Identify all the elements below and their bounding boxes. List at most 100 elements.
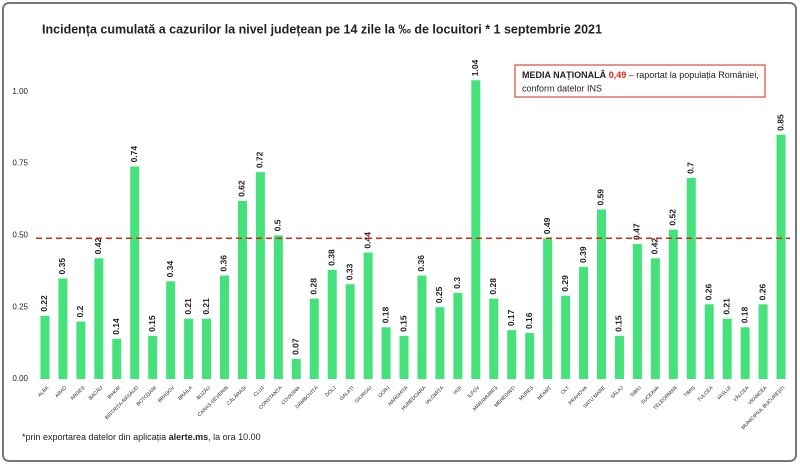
y-tick-label: 0.75 [12,159,28,168]
value-label: 0.18 [380,306,390,323]
annotation-text: conform datelor INS [522,83,602,93]
value-label: 0.5 [273,219,283,231]
value-label: 0.74 [129,146,139,163]
footnote-link: alerte.ms [169,432,209,442]
bar [686,177,696,379]
value-label: 0.38 [326,249,336,266]
value-label: 0.42 [93,238,103,255]
bar [525,333,535,379]
bar [417,275,427,379]
y-tick-label: 0.25 [12,302,28,311]
value-label: 0.33 [344,263,354,280]
value-label: 0.25 [434,286,444,303]
footnote: *prin exportarea datelor din aplicația a… [22,432,261,442]
y-tick-label: 1.00 [12,87,28,96]
value-label: 0.21 [183,298,193,315]
bar [345,284,355,379]
value-label: 0.28 [488,278,498,295]
bar [614,335,624,379]
y-tick-label: 0.50 [12,230,28,239]
bar [166,281,176,379]
bar [650,258,660,379]
footnote-text: *prin exportarea datelor din aplicația [22,432,169,442]
value-label: 0.39 [578,246,588,263]
bar [148,335,158,379]
value-label: 0.15 [147,315,157,332]
bar [202,318,212,379]
bar [76,321,86,379]
footnote-text: , la ora 10.00 [208,432,261,442]
value-label: 0.16 [524,312,534,329]
bar [453,292,463,379]
value-label: 0.3 [452,277,462,289]
value-label: 0.72 [255,151,265,168]
bar [561,295,571,379]
bar [220,275,229,379]
bar [363,252,373,379]
value-label: 0.2 [75,305,85,317]
annotation-title: MEDIA NAȚIONALĂ [522,70,607,80]
value-label: 0.17 [506,309,516,326]
bar [435,307,445,379]
value-label: 0.36 [416,255,426,272]
bar [309,298,319,379]
bar [291,358,301,379]
bar [94,258,104,379]
value-label: 0.44 [362,232,372,249]
bar [237,200,247,379]
value-label: 0.29 [560,275,570,292]
chart-title: Incidența cumulată a cazurilor la nivel … [42,22,602,36]
annotation-box [514,64,766,98]
value-label: 0.42 [650,238,660,255]
bar [597,209,606,379]
value-label: 0.22 [39,295,49,312]
bar [273,235,283,379]
x-tick-label: OLT [560,385,571,396]
bar [58,278,68,379]
bar [507,330,517,379]
bar [758,304,768,379]
annotation: MEDIA NAȚIONALĂ 0,49 – raportat la popul… [522,70,759,80]
annotation-value: 0,49 [609,70,627,80]
value-label: 0.07 [291,338,301,355]
value-label: 0.26 [703,283,713,300]
bar [722,318,732,379]
value-label: 0.15 [398,315,408,332]
value-label: 0.59 [596,189,606,206]
bar [112,338,122,379]
bar [399,335,409,379]
bar [489,298,499,379]
bar [543,238,553,379]
bar [40,315,50,379]
bar [327,269,337,379]
bar [668,229,678,379]
value-label: 1.04 [470,59,480,76]
bar [381,327,391,379]
bar [255,172,265,379]
x-tick-label: IAȘI [452,385,463,396]
value-label: 0.18 [739,306,749,323]
bar [704,304,714,379]
value-label: 0.36 [219,255,229,272]
value-label: 0.62 [237,180,247,197]
value-label: 0.85 [775,114,785,131]
bar [130,166,140,379]
value-label: 0.26 [757,283,767,300]
bar [471,80,481,380]
bar [184,318,194,379]
value-label: 0.47 [632,223,642,240]
bar [776,134,786,379]
value-label: 0.35 [57,258,67,275]
value-label: 0.21 [721,298,731,315]
annotation-text: – raportat la populația României, [629,70,759,80]
bar [579,266,589,379]
bar [740,327,750,379]
value-label: 0.7 [686,162,696,174]
value-label: 0.28 [309,278,319,295]
bar [632,243,642,379]
y-tick-label: 0.00 [12,374,28,383]
value-label: 0.52 [668,209,678,226]
value-label: 0.49 [542,217,552,234]
